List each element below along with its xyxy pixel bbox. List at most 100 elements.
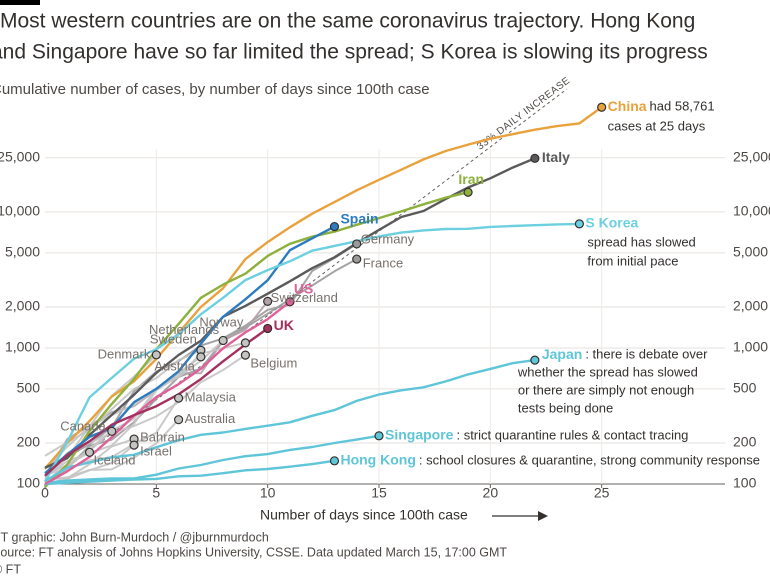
x-tick-label: 25	[594, 485, 610, 501]
y-tick-label: 5,000	[733, 244, 768, 260]
y-tick-label: 100	[733, 475, 757, 491]
y-tick-label: 1,000	[5, 339, 40, 355]
series-label: Singapore	[385, 427, 454, 443]
series-line	[44, 327, 269, 477]
y-tick-label: 500	[17, 380, 41, 396]
end-marker	[329, 456, 340, 466]
series-label: Switzerland	[271, 290, 338, 305]
series-label: Malaysia	[185, 390, 237, 405]
series-label: Norway	[199, 314, 244, 329]
y-tick-label: 200	[17, 434, 41, 450]
title-line: and Singapore have so far limited the sp…	[0, 41, 708, 64]
annotation: had 58,761	[650, 99, 715, 114]
end-marker	[107, 426, 117, 436]
end-marker	[151, 350, 161, 360]
y-tick-label: 100	[17, 475, 41, 491]
series-label: Denmark	[98, 346, 151, 361]
series-label: Australia	[185, 411, 236, 426]
series-line	[44, 358, 536, 483]
y-tick-label: 200	[733, 434, 757, 450]
series-label: Japan	[542, 346, 582, 362]
y-tick-label: 2,000	[5, 298, 40, 314]
x-tick-label: 5	[152, 485, 160, 501]
annotation: from initial pace	[587, 253, 678, 268]
series-label: Spain	[340, 210, 378, 226]
y-tick-label: 5,000	[5, 244, 40, 260]
annotation: : there is debate over	[585, 347, 708, 362]
annotation: : school closures & quarantine, strong c…	[419, 452, 760, 467]
series-label: Netherlands	[149, 322, 220, 337]
credit: FT graphic: John Burn-Murdoch / @jburnmu…	[0, 530, 269, 544]
y-tick-label: 1,000	[733, 339, 768, 355]
x-tick-label: 10	[260, 485, 276, 501]
series-line	[44, 225, 336, 475]
end-marker	[240, 350, 250, 360]
end-marker	[129, 440, 139, 450]
reference-label: 33% DAILY INCREASE	[475, 75, 572, 152]
series-label: US	[294, 281, 313, 297]
end-marker	[263, 323, 273, 334]
end-marker	[196, 352, 206, 362]
series-label: Hong Kong	[340, 452, 415, 468]
series-label: UK	[274, 317, 294, 333]
end-marker	[597, 102, 607, 112]
series-line	[44, 300, 291, 486]
grid	[45, 149, 725, 485]
end-marker	[218, 335, 228, 346]
end-marker	[329, 221, 340, 232]
x-tick-label: 15	[371, 485, 387, 501]
end-markers	[84, 102, 607, 466]
series-label: France	[363, 256, 403, 271]
y-tick-label: 2,000	[733, 298, 768, 314]
y-tick-label: 500	[733, 380, 757, 396]
annotation: or there are simply not enough	[518, 383, 694, 398]
lines	[43, 106, 603, 488]
annotation: tests being done	[518, 401, 613, 416]
end-marker	[463, 187, 473, 197]
series-label: Germany	[361, 231, 415, 246]
end-marker	[352, 254, 362, 264]
series-label: Israel	[140, 444, 172, 459]
end-marker	[84, 447, 95, 457]
series-line	[44, 339, 224, 471]
brand-bar	[0, 0, 40, 5]
end-marker	[574, 219, 585, 229]
end-marker	[174, 393, 184, 403]
end-marker	[174, 415, 184, 425]
series-label: S Korea	[585, 215, 638, 231]
source: Source: FT analysis of Johns Hopkins Uni…	[0, 545, 507, 559]
annotation: spread has slowed	[587, 234, 695, 249]
series-label: Iran	[458, 171, 484, 187]
end-marker	[530, 153, 540, 163]
series-line	[44, 459, 335, 486]
arrow	[492, 511, 548, 521]
end-marker	[374, 431, 384, 441]
y-tick-label: 25,000	[0, 148, 40, 164]
y-tick-label: 10,000	[733, 203, 770, 219]
end-marker	[285, 297, 295, 307]
series-line	[44, 434, 380, 484]
series-label: Bahrain	[140, 429, 185, 444]
copyright: © FT	[0, 562, 21, 576]
y-tick-label: 25,000	[733, 148, 770, 164]
annotation: whether the spread has slowed	[517, 365, 698, 380]
series-line	[43, 222, 580, 483]
series-label: Belgium	[250, 356, 297, 371]
x-tick-label: 0	[41, 485, 49, 501]
end-marker	[352, 239, 362, 249]
annotation: cases at 25 days	[608, 119, 706, 134]
series-label: Iceland	[94, 453, 136, 468]
series-label: China	[608, 98, 647, 114]
series-line	[44, 191, 469, 488]
y-tick-label: 10,000	[0, 203, 40, 219]
x-axis-label: Number of days since 100th case	[260, 507, 468, 523]
annotation: : strict quarantine rules & contact trac…	[456, 427, 688, 442]
labels: Germany France Switzerland NorwayNetherland…	[60, 98, 760, 468]
end-marker	[240, 338, 250, 348]
series-label: Austria	[154, 358, 195, 373]
series-label: Italy	[542, 149, 570, 165]
title-line: Most western countries are on the same c…	[0, 10, 695, 33]
end-marker	[530, 355, 540, 365]
series-label: Sweden	[150, 332, 197, 347]
